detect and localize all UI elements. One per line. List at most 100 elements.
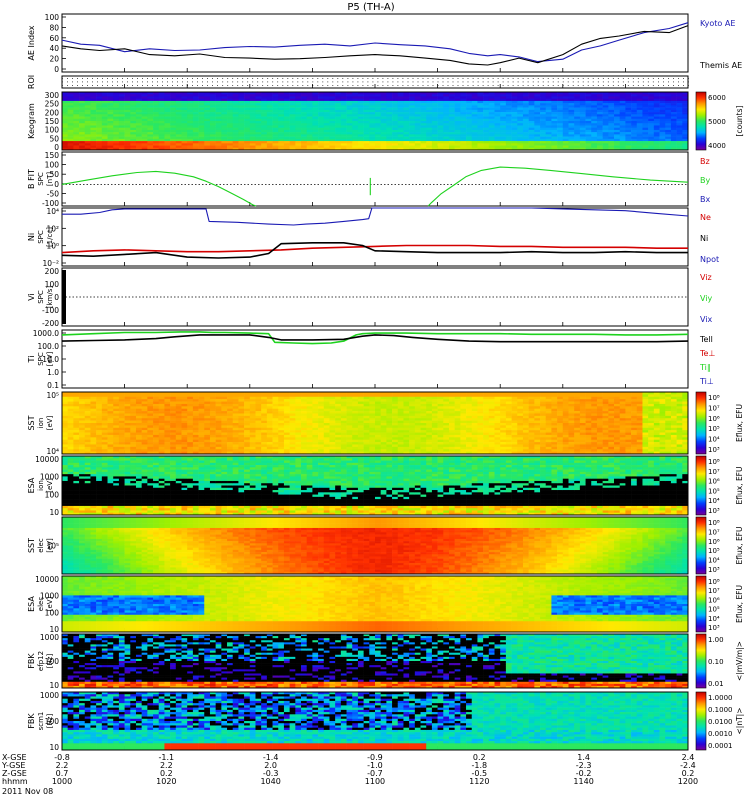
heatmap-cell <box>380 425 387 429</box>
heatmap-cell <box>642 114 649 117</box>
heatmap-cell <box>363 392 370 395</box>
heatmap-cell <box>414 105 421 108</box>
heatmap-cell <box>113 437 120 440</box>
roi-dot <box>137 78 138 79</box>
heatmap-cell <box>659 143 666 146</box>
heatmap-cell <box>244 141 251 144</box>
heatmap-cell <box>249 109 256 113</box>
heatmap-cell <box>340 406 347 409</box>
roi-dot <box>147 81 148 83</box>
heatmap-cell <box>562 98 569 102</box>
heatmap-cell <box>357 396 364 400</box>
heatmap-cell <box>90 123 97 126</box>
heatmap-cell <box>380 127 387 131</box>
heatmap-cell <box>272 449 279 452</box>
heatmap-cell <box>568 105 575 108</box>
heatmap-cell <box>574 125 581 128</box>
heatmap-cell <box>517 118 524 122</box>
heatmap-cell <box>579 103 586 106</box>
heatmap-cell <box>483 114 490 117</box>
heatmap-cell <box>90 420 97 424</box>
heatmap-cell <box>352 129 359 133</box>
heatmap-cell <box>135 442 142 445</box>
heatmap-cell <box>323 434 330 438</box>
roi-dot <box>602 85 604 86</box>
heatmap-cell <box>147 138 154 142</box>
heatmap-cell <box>67 401 74 405</box>
heatmap-cell <box>545 116 552 120</box>
heatmap-cell <box>215 423 222 426</box>
heatmap-cell <box>517 121 524 124</box>
heatmap-cell <box>255 437 262 440</box>
heatmap-cell <box>375 132 381 135</box>
heatmap-cell <box>602 103 609 106</box>
heatmap-cell <box>221 399 228 402</box>
heatmap-cell <box>443 118 450 122</box>
heatmap-cell <box>153 143 160 146</box>
heatmap-cell <box>454 145 461 149</box>
heatmap-cell <box>118 114 125 117</box>
heatmap-cell <box>625 109 632 113</box>
heatmap-cell <box>67 403 74 407</box>
heatmap-cell <box>158 399 165 402</box>
heatmap-cell <box>448 134 455 137</box>
heatmap-cell <box>437 147 444 151</box>
heatmap-cell <box>562 92 569 95</box>
heatmap-cell <box>466 98 473 102</box>
heatmap-cell <box>135 399 142 402</box>
legend-entry: By <box>700 176 710 185</box>
ytick-label: 100 <box>45 126 60 135</box>
heatmap-cell <box>238 147 245 151</box>
heatmap-cell <box>454 112 461 115</box>
heatmap-cell <box>596 134 603 137</box>
heatmap-cell <box>96 444 103 448</box>
heatmap-cell <box>255 425 262 429</box>
roi-dot <box>577 81 579 83</box>
heatmap-cell <box>96 94 103 97</box>
heatmap-cell <box>272 116 279 120</box>
heatmap-cell <box>84 408 91 412</box>
heatmap-cell <box>118 105 125 108</box>
heatmap-cell <box>409 134 416 137</box>
heatmap-cell <box>386 413 393 417</box>
heatmap-cell <box>79 442 86 445</box>
heatmap-cell <box>329 396 336 400</box>
heatmap-cell <box>278 446 285 450</box>
heatmap-cell <box>306 415 313 419</box>
heatmap-cell <box>204 399 211 402</box>
heatmap-cell <box>192 134 199 137</box>
roi-dot <box>522 81 524 83</box>
heatmap-cell <box>596 96 603 99</box>
heatmap-cell <box>141 96 148 99</box>
heatmap-cell <box>215 123 222 126</box>
heatmap-cell <box>147 129 154 133</box>
heatmap-cell <box>198 143 205 146</box>
heatmap-cell <box>130 98 137 102</box>
heatmap-cell <box>118 432 125 436</box>
heatmap-cell <box>73 425 80 429</box>
heatmap-cell <box>420 138 427 142</box>
roi-dot <box>222 78 224 79</box>
heatmap-cell <box>244 109 251 113</box>
heatmap-cell <box>289 427 296 431</box>
heatmap-cell <box>534 121 541 124</box>
heatmap-cell <box>375 442 381 445</box>
heatmap-cell <box>591 114 598 117</box>
heatmap-cell <box>255 134 262 137</box>
heatmap-cell <box>329 392 336 395</box>
heatmap-cell <box>187 114 194 117</box>
roi-dot <box>122 81 123 83</box>
heatmap-cell <box>392 432 399 436</box>
roi-dot <box>217 81 218 83</box>
heatmap-cell <box>124 392 131 395</box>
heatmap-cell <box>209 127 216 131</box>
heatmap-cell <box>312 392 319 395</box>
heatmap-cell <box>96 127 103 131</box>
heatmap-cell <box>352 132 359 135</box>
heatmap-cell <box>187 109 194 113</box>
heatmap-cell <box>130 132 137 135</box>
heatmap-cell <box>437 141 444 144</box>
heatmap-cell <box>153 430 160 433</box>
heatmap-cell <box>483 125 490 128</box>
heatmap-cell <box>625 116 632 120</box>
